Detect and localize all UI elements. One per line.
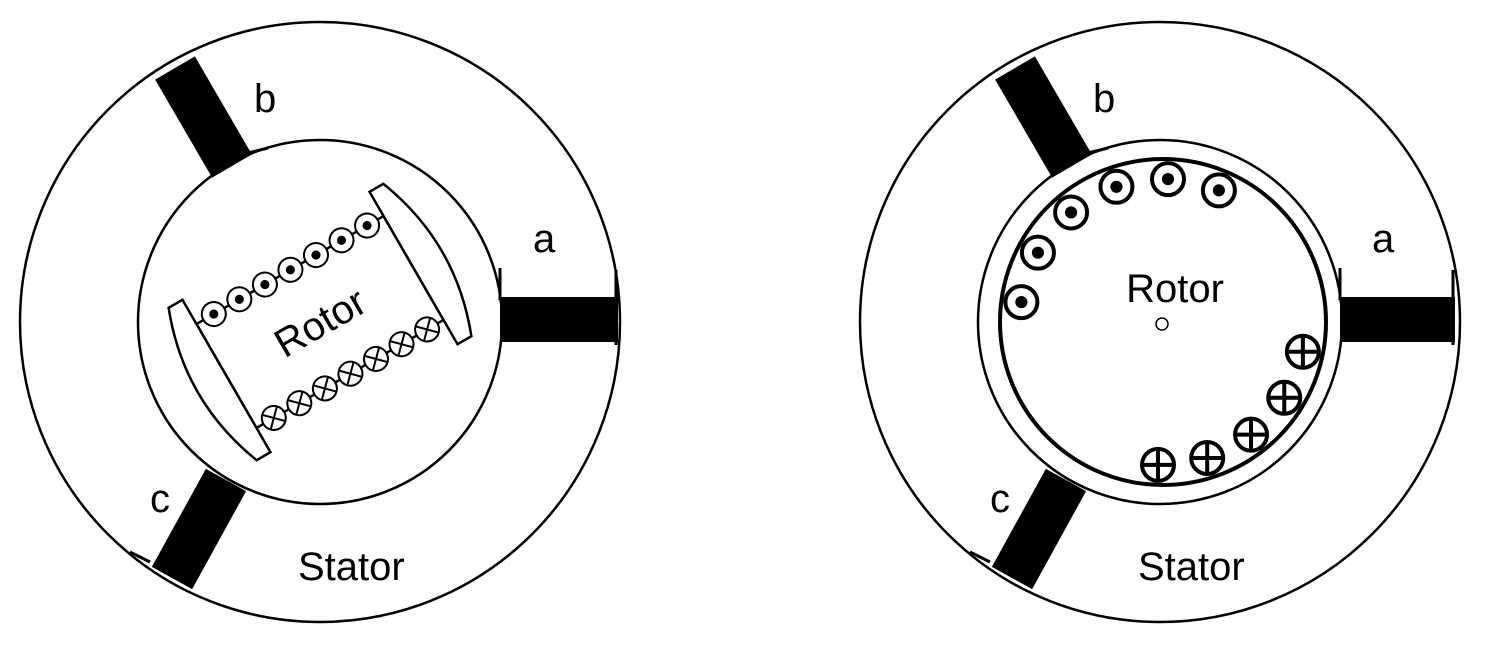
right-conductor-in — [1140, 446, 1177, 483]
right-rotor-label: Rotor — [1126, 267, 1224, 311]
left-rotor-pole-left — [167, 298, 273, 462]
right-winding-b-lip — [1079, 146, 1109, 157]
right-conductor-out — [1053, 194, 1090, 231]
left-rotor — [167, 182, 473, 462]
left-stator-outer — [18, 20, 622, 624]
right-phase-a-label: a — [1372, 217, 1395, 261]
left-conductor-in — [286, 390, 313, 417]
right-winding-b — [995, 56, 1092, 178]
right-conductor-in — [1189, 440, 1226, 477]
right-conductor-out — [1098, 168, 1135, 205]
left-conductor-out — [251, 271, 278, 298]
left-winding-c-lip — [129, 550, 151, 564]
left-conductor-out — [328, 227, 355, 254]
left-rotor-pole-right — [367, 182, 473, 346]
left-stator-label: Stator — [298, 545, 405, 589]
right-rotor-conductors-in — [1140, 333, 1321, 483]
left-winding-a — [500, 297, 618, 342]
right-winding-c — [991, 468, 1087, 590]
left-rotor-conductors-out — [200, 212, 381, 328]
right-conductor-out — [1003, 284, 1040, 321]
right-winding-a — [1340, 297, 1455, 342]
left-conductor-in — [414, 316, 441, 343]
left-conductor-out — [277, 256, 304, 283]
left-conductor-out — [200, 301, 227, 328]
left-conductor-in — [388, 331, 415, 358]
right-phase-b-label: b — [1093, 77, 1115, 121]
right-conductor-in — [1284, 333, 1321, 370]
right-rotor — [998, 157, 1328, 487]
left-conductor-out — [302, 242, 329, 269]
left-phase-a-label: a — [533, 217, 556, 261]
right-machine: Rotor a b c Stator — [858, 20, 1462, 624]
right-winding-c-lip — [969, 550, 991, 564]
right-conductor-in — [1266, 379, 1303, 416]
left-conductor-in — [337, 360, 364, 387]
right-rotor-conductors-out — [1003, 161, 1237, 321]
left-phase-b-label: b — [254, 77, 276, 121]
left-conductor-out — [226, 286, 253, 313]
right-conductor-out — [1200, 172, 1237, 209]
right-stator-label: Stator — [1138, 545, 1245, 589]
left-conductor-out — [354, 212, 381, 239]
left-machine: Rotor a b c Stator — [18, 20, 622, 624]
left-winding-c — [151, 468, 247, 590]
right-conductor-out — [1149, 161, 1186, 198]
left-winding-b — [155, 56, 252, 178]
right-rotor-shaft — [1155, 317, 1169, 331]
left-phase-c-label: c — [150, 477, 170, 521]
left-winding-b-lip — [239, 146, 269, 157]
right-conductor-in — [1233, 416, 1270, 453]
left-conductor-in — [260, 404, 287, 431]
left-rotor-conductors-in — [260, 316, 441, 431]
left-conductor-in — [311, 375, 338, 402]
right-phase-c-label: c — [990, 477, 1010, 521]
right-conductor-out — [1019, 234, 1056, 271]
left-conductor-in — [362, 345, 389, 372]
right-stator-outer — [858, 20, 1462, 624]
